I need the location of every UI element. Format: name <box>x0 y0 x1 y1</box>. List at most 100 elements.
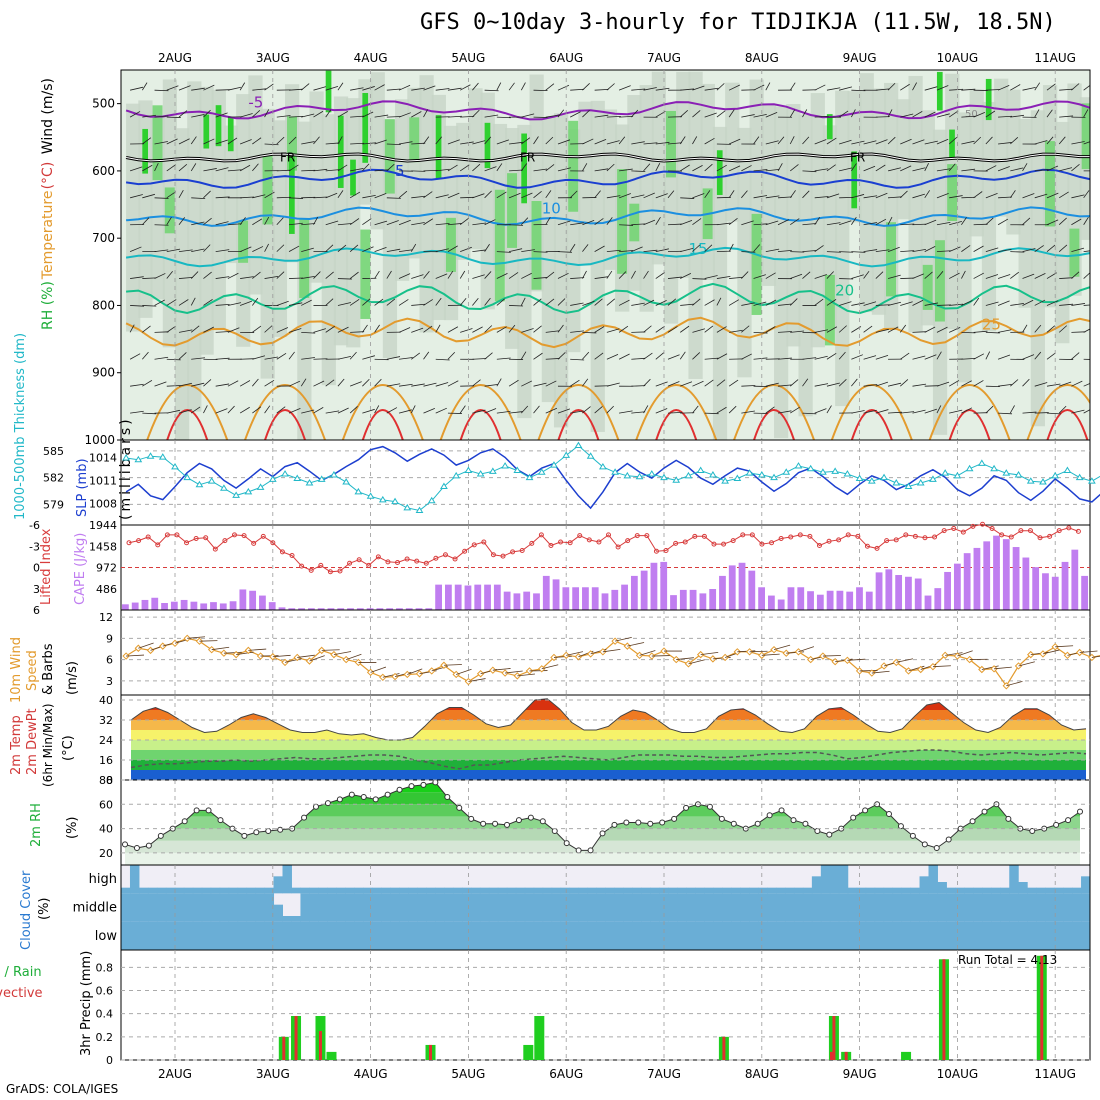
wind-barb <box>912 111 923 118</box>
cloud-cell <box>506 887 517 894</box>
li-point <box>711 541 717 547</box>
wind-barb <box>875 88 890 91</box>
wind-barb <box>1071 194 1085 199</box>
wind-barb <box>423 382 437 387</box>
cape-bar <box>170 601 178 610</box>
wind-barb <box>191 197 206 199</box>
wind-barb <box>851 163 857 172</box>
wind-barb <box>252 406 262 414</box>
run-total: Run Total = 4.13 <box>958 953 1057 967</box>
wind-barb <box>411 352 421 360</box>
wind-barb <box>594 276 609 279</box>
li-point <box>174 532 180 538</box>
wind-barb <box>1083 304 1090 306</box>
cloud-cell <box>282 921 292 950</box>
wind-barb <box>1046 412 1061 415</box>
wind-barb <box>655 87 670 91</box>
thickness-point <box>440 482 448 490</box>
cape-bar <box>249 590 257 610</box>
wind-barb <box>985 217 994 226</box>
wind-barb <box>789 136 795 145</box>
cloud-cell <box>1018 882 1028 894</box>
cloud-cell <box>138 893 149 922</box>
li-point <box>682 539 688 545</box>
rh-saturated-patch <box>337 115 344 188</box>
wind-barb <box>154 356 169 360</box>
wind-barb <box>460 196 475 199</box>
wind-barb <box>643 142 658 145</box>
cloud-cell <box>740 893 750 922</box>
wind-barb <box>166 164 176 172</box>
rh-band <box>125 816 1080 829</box>
cloud-cell <box>829 921 840 950</box>
li-point <box>1008 534 1014 540</box>
wind-barb <box>398 112 411 118</box>
wind-barb <box>582 300 595 306</box>
thickness-point <box>782 468 791 475</box>
wind-barb <box>1022 248 1036 253</box>
wind-barb <box>541 664 559 670</box>
cloud-cell <box>291 887 301 894</box>
wind-barb <box>655 300 667 306</box>
wind-barb <box>154 299 165 306</box>
cloud-cell <box>354 887 364 894</box>
temp-tick-label: 40 <box>99 694 113 707</box>
rh-band <box>798 114 813 417</box>
wind-barb <box>178 85 191 91</box>
wind-barb <box>362 408 375 414</box>
li-point <box>941 528 947 534</box>
wind-barb <box>900 165 912 172</box>
wind-barb <box>887 274 901 279</box>
wind-barb <box>203 84 215 91</box>
li-point <box>308 567 314 573</box>
wind-barb <box>985 89 1000 91</box>
cape-bar <box>973 547 981 610</box>
wind-barb <box>570 222 584 226</box>
cloud-cell <box>811 876 822 894</box>
wind-barb <box>337 326 349 333</box>
wind-barb <box>997 218 1009 226</box>
wind-barb <box>142 114 156 118</box>
thickness-point <box>317 475 326 482</box>
cape-bar <box>229 601 237 610</box>
cloud-cell <box>417 887 427 894</box>
cloud-cell <box>856 921 867 950</box>
wind-barb <box>166 85 179 91</box>
ylabel-cloud-unit: (%) <box>37 898 52 921</box>
wind-barb <box>814 383 829 387</box>
wind-barb <box>484 325 493 333</box>
wind-barb <box>252 325 262 333</box>
cloud-cell <box>910 893 921 922</box>
wind-barb <box>692 278 707 280</box>
wind-barb <box>765 248 780 253</box>
cloud-cell <box>1045 921 1055 950</box>
cloud-cell <box>201 887 212 894</box>
wind-barb <box>337 190 344 199</box>
cloud-cell <box>1027 921 1037 950</box>
cape-bar <box>630 575 638 610</box>
li-point <box>462 548 468 554</box>
wind-barb <box>350 87 364 91</box>
li-point <box>423 560 429 566</box>
wind-barb <box>667 381 680 387</box>
wind-barb <box>973 223 988 226</box>
wind-barb <box>619 250 634 253</box>
isotherm-line <box>126 206 1090 227</box>
wind-barb <box>264 216 270 225</box>
wind-barb <box>1010 167 1024 172</box>
thickness-line <box>126 444 1100 512</box>
rh-band <box>480 92 495 310</box>
wind-barb <box>362 142 377 145</box>
wind-barb <box>1071 409 1085 414</box>
wind-barb <box>863 301 877 306</box>
wind-barb <box>704 163 713 172</box>
cloud-cell <box>955 893 965 922</box>
li-point <box>193 535 199 541</box>
rh-point <box>945 836 952 843</box>
wind-barb <box>227 272 239 279</box>
wind-barb <box>789 379 799 387</box>
wind-barb <box>777 219 789 226</box>
wind-barb <box>325 325 335 333</box>
wind-barb <box>875 381 889 387</box>
thickness-point <box>171 462 179 470</box>
